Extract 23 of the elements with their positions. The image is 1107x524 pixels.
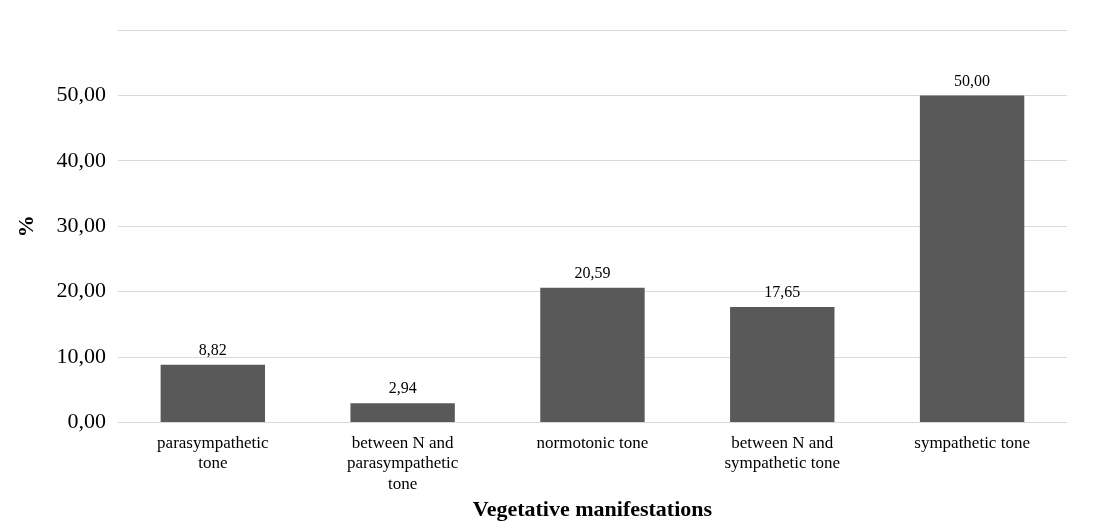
y-tick-label: 10,00 [56, 342, 106, 368]
data-label: 2,94 [388, 379, 417, 397]
bar [919, 95, 1025, 422]
data-label: 20,59 [574, 263, 611, 281]
x-tick-label: parasympathetic tone [157, 433, 269, 473]
y-tick-label: 30,00 [56, 211, 106, 237]
data-label: 17,65 [764, 283, 801, 301]
x-tick-label: between N and parasympathetic tone [346, 433, 459, 493]
data-label: 50,00 [954, 71, 991, 89]
bar [350, 403, 455, 422]
y-tick-label: 40,00 [56, 146, 106, 172]
y-tick-label: 20,00 [56, 277, 106, 303]
bar [730, 306, 835, 422]
data-label: 8,82 [198, 340, 227, 358]
y-axis-title: % [12, 215, 38, 238]
x-tick-label: between N and sympathetic tone [724, 433, 841, 473]
y-tick-label: 50,00 [56, 81, 106, 107]
x-tick-label: normotonic tone [536, 433, 649, 453]
bar [540, 287, 645, 422]
x-tick-label: sympathetic tone [914, 433, 1030, 453]
y-tick-label: 0,00 [67, 408, 106, 434]
bar [160, 364, 266, 422]
x-axis-title: Vegetative manifestations [472, 496, 713, 522]
